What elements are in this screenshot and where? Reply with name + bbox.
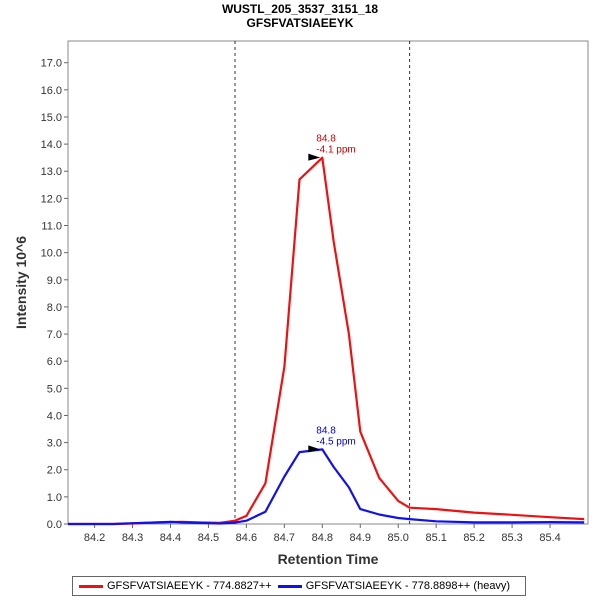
y-tick-label: 2.0: [47, 465, 62, 477]
legend-swatch-light: [79, 584, 103, 588]
peak-annotation-text: -4.1 ppm: [316, 145, 355, 156]
y-tick-label: 5.0: [47, 383, 62, 395]
legend-item-heavy: GFSFVATSIAEEYK - 778.8898++ (heavy): [277, 580, 511, 592]
y-tick-label: 0.0: [47, 519, 62, 531]
x-tick-label: 85.0: [388, 532, 409, 544]
peak-marker-arrow: [308, 153, 321, 161]
plot-area: [67, 40, 589, 525]
peak-marker-arrow: [308, 445, 321, 453]
y-tick-label: 12.0: [41, 193, 62, 205]
y-tick-label: 9.0: [47, 275, 62, 287]
x-tick-label: 84.2: [84, 532, 105, 544]
y-tick-label: 17.0: [41, 58, 62, 70]
peak-annotation-text: 84.8: [316, 134, 336, 145]
peak-annotation-text: -4.5 ppm: [316, 436, 355, 447]
legend-item-light: GFSFVATSIAEEYK - 774.8827++: [79, 580, 272, 592]
y-tick-label: 4.0: [47, 410, 62, 422]
x-tick-label: 84.5: [198, 532, 219, 544]
y-tick-label: 1.0: [47, 492, 62, 504]
chart-title: WUSTL_205_3537_3151_18: [221, 2, 379, 16]
x-tick-label: 85.3: [501, 532, 522, 544]
x-tick-label: 84.4: [160, 532, 181, 544]
y-tick-label: 10.0: [41, 248, 62, 260]
y-tick-label: 3.0: [47, 438, 62, 450]
legend-label-heavy: GFSFVATSIAEEYK - 778.8898++ (heavy): [305, 580, 511, 592]
series-line-heavy: [68, 448, 585, 526]
x-tick-label: 84.6: [236, 532, 257, 544]
y-tick-label: 15.0: [41, 112, 62, 124]
y-axis-ticks: 0.0 1.0 2.0 3.0 4.0 5.0 6.0 7.0 8.0 9.0 10.0 11.0 12…: [41, 58, 68, 531]
chromatogram-chart: 84.2 84.3 84.4 84.5 84.6 84.7 84.8 84.9 85.0 85.1…: [13, 40, 589, 567]
x-tick-label: 85.2: [463, 532, 484, 544]
y-tick-label: 8.0: [47, 302, 62, 314]
y-axis-label: Intensity 10^6: [13, 236, 29, 329]
peak-annotation-text: 84.8: [316, 425, 336, 436]
y-tick-label: 11.0: [41, 221, 62, 233]
y-tick-label: 7.0: [47, 329, 62, 341]
x-tick-label: 84.7: [274, 532, 295, 544]
chart-subtitle: GFSFVATSIAEEYK: [246, 16, 354, 30]
y-tick-label: 13.0: [41, 166, 62, 178]
series-group: [68, 156, 585, 526]
x-tick-label: 85.4: [539, 532, 560, 544]
x-axis-ticks: 84.2 84.3 84.4 84.5 84.6 84.7 84.8 84.9 85.0 85.1…: [84, 524, 561, 544]
y-tick-label: 14.0: [41, 139, 62, 151]
x-tick-label: 85.1: [425, 532, 446, 544]
y-tick-label: 6.0: [47, 356, 62, 368]
legend-label-light: GFSFVATSIAEEYK - 774.8827++: [107, 580, 272, 592]
legend: GFSFVATSIAEEYK - 774.8827++ GFSFVATSIAEE…: [72, 576, 526, 596]
x-tick-label: 84.9: [350, 532, 371, 544]
x-axis-label: Retention Time: [278, 551, 379, 567]
x-tick-label: 84.3: [122, 532, 143, 544]
x-tick-label: 84.8: [312, 532, 333, 544]
integration-boundaries: [234, 41, 411, 524]
legend-swatch-heavy: [277, 584, 302, 588]
y-tick-label: 16.0: [41, 85, 62, 97]
